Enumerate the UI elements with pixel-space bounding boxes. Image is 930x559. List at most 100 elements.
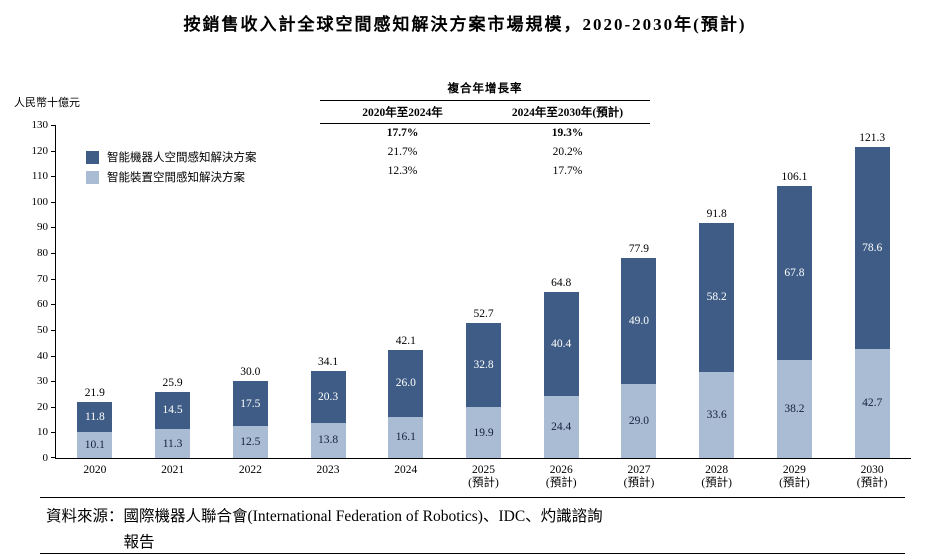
x-axis-label: 2027 (預計): [601, 464, 677, 490]
cagr-row-device: 12.3% 17.7%: [320, 162, 650, 181]
y-axis-tick-label: 90: [37, 221, 48, 234]
source-text: 國際機器人聯合會(International Federation of Rob…: [124, 504, 905, 556]
x-axis-label-year: 2020: [83, 464, 107, 476]
source-divider-top: [40, 497, 905, 498]
cagr-row-robot: 21.7% 20.2%: [320, 143, 650, 162]
y-axis-tick-label: 30: [37, 375, 48, 388]
x-axis-label: 2030 (預計): [834, 464, 910, 490]
bar-segment-robot: 11.8: [77, 401, 113, 433]
x-axis-label-forecast-note: (預計): [623, 477, 655, 489]
bar-segment-device: 29.0: [621, 383, 657, 458]
y-axis-tick-label: 40: [37, 349, 48, 362]
bar-value-label-robot: 20.3: [317, 390, 339, 403]
cagr-table-title: 複合年增長率: [447, 83, 523, 95]
bar-value-label-device: 33.6: [706, 408, 727, 421]
bar-segment-robot: 49.0: [621, 258, 657, 384]
y-axis-tick: [51, 406, 56, 408]
bar-segment-device: 16.1: [388, 416, 424, 458]
bar-segment-device: 38.2: [776, 360, 812, 458]
y-axis-tick-label: 10: [37, 426, 48, 439]
bar-value-label-device: 11.3: [162, 437, 183, 450]
x-axis-label-year: 2026: [549, 464, 573, 476]
y-axis-tick-label: 50: [37, 323, 48, 336]
bar-value-label-robot: 78.6: [862, 241, 883, 254]
bar-value-label-device: 12.5: [240, 435, 261, 448]
bar-total-label: 25.9: [162, 376, 183, 389]
x-axis-label: 2022: [212, 464, 288, 477]
bar-value-label-device: 29.0: [628, 414, 650, 427]
source-divider-bottom: [40, 553, 905, 554]
y-axis-tick: [51, 201, 56, 203]
legend-swatch-device-icon: [86, 170, 99, 184]
x-axis-label: 2023: [290, 464, 366, 477]
x-axis-label-year: 2027: [627, 464, 651, 476]
y-axis-tick-label: 130: [31, 119, 49, 131]
x-axis-label-year: 2028: [705, 464, 729, 476]
bar-value-label-device: 13.8: [317, 434, 339, 447]
x-axis-label-forecast-note: (預計): [856, 477, 888, 489]
x-axis-label-year: 2023: [316, 464, 340, 476]
legend-item-robot-solutions: 智能機器人空間感知解決方案: [86, 147, 257, 167]
bar-segment-robot: 14.5: [155, 391, 191, 430]
bar-value-label-robot: 14.5: [162, 404, 183, 417]
cagr-value-device-2020-2024: 12.3%: [387, 165, 418, 177]
bar-segment-device: 19.9: [466, 407, 501, 458]
bar-segment-robot: 67.8: [776, 186, 812, 361]
bar-value-label-device: 42.7: [862, 397, 883, 410]
chart-title: 按銷售收入計全球空間感知解決方案市場規模，2020-2030年(預計): [183, 15, 747, 34]
y-axis-tick: [51, 457, 56, 458]
y-axis-tick: [51, 278, 56, 280]
y-axis-tick: [51, 355, 56, 357]
y-axis-tick: [51, 150, 56, 152]
bar-segment-device: 42.7: [854, 348, 890, 458]
bar-value-label-robot: 58.2: [706, 291, 727, 304]
bar-total-label: 42.1: [395, 335, 416, 348]
bar-value-label-robot: 40.4: [551, 337, 572, 350]
y-axis-tick-label: 120: [31, 144, 49, 157]
plot-area: 0 10 20 30 40 50 60 70 80 90 100 110 120 130 10.1 11.8 2…: [32, 119, 911, 489]
y-axis-tick: [51, 253, 56, 255]
bar-segment-device: 12.5: [232, 425, 268, 458]
y-axis-tick-label: 20: [37, 400, 48, 413]
bar-value-label-device: 19.9: [473, 426, 494, 439]
bar-segment-device: 24.4: [543, 395, 579, 458]
bar-value-label-robot: 26.0: [395, 377, 416, 390]
y-axis-unit-label: 人民幣十億元: [14, 97, 80, 109]
legend-label-robot-solutions: 智能機器人空間感知解決方案: [107, 152, 257, 164]
x-axis-label-forecast-note: (預計): [468, 477, 499, 489]
cagr-column-header-2020-2024: 2020年至2024年: [362, 107, 443, 119]
bar-value-label-robot: 67.8: [784, 267, 805, 280]
bar-total-label: 21.9: [84, 386, 105, 399]
legend-swatch-robot-icon: [86, 150, 99, 164]
x-axis-label: 2024: [368, 464, 444, 477]
bar-value-label-robot: 17.5: [240, 397, 261, 410]
cagr-table-header-row: 2020年至2024年 2024年至2030年(預計): [320, 101, 650, 123]
cagr-column-header-2024-2030: 2024年至2030年(預計): [511, 107, 624, 119]
y-axis-tick-label: 0: [42, 452, 49, 464]
cagr-value-device-2024-2030: 17.7%: [552, 165, 583, 177]
y-axis-tick: [51, 329, 56, 331]
legend-item-device-solutions: 智能裝置空間感知解決方案: [86, 167, 257, 187]
source-text-line2: 報告: [123, 534, 155, 551]
bar-value-label-robot: 49.0: [628, 314, 650, 327]
x-axis-label-year: 2022: [238, 464, 262, 476]
bar-segment-robot: 32.8: [466, 323, 501, 408]
bar-value-label-robot: 32.8: [473, 359, 494, 372]
bar-total-label: 91.8: [706, 207, 727, 220]
bar-value-label-device: 24.4: [551, 420, 572, 433]
x-axis-label-year: 2024: [394, 464, 418, 476]
cagr-row-total: 17.7% 19.3%: [320, 124, 650, 143]
y-axis-tick: [51, 176, 56, 178]
bar-segment-device: 11.3: [155, 429, 191, 458]
x-axis-label: 2028 (預計): [679, 464, 755, 490]
bar-value-label-device: 38.2: [784, 403, 805, 416]
cagr-table-rule-bottom: [320, 123, 650, 124]
bar-segment-robot: 40.4: [543, 292, 579, 396]
y-axis-tick-label: 100: [31, 195, 49, 208]
bar-value-label-device: 16.1: [395, 431, 416, 444]
legend: 智能機器人空間感知解決方案 智能裝置空間感知解決方案: [86, 147, 257, 187]
x-axis-label-year: 2029: [782, 464, 806, 476]
bar-total-label: 106.1: [781, 171, 808, 184]
x-axis-label: 2021: [135, 464, 211, 477]
